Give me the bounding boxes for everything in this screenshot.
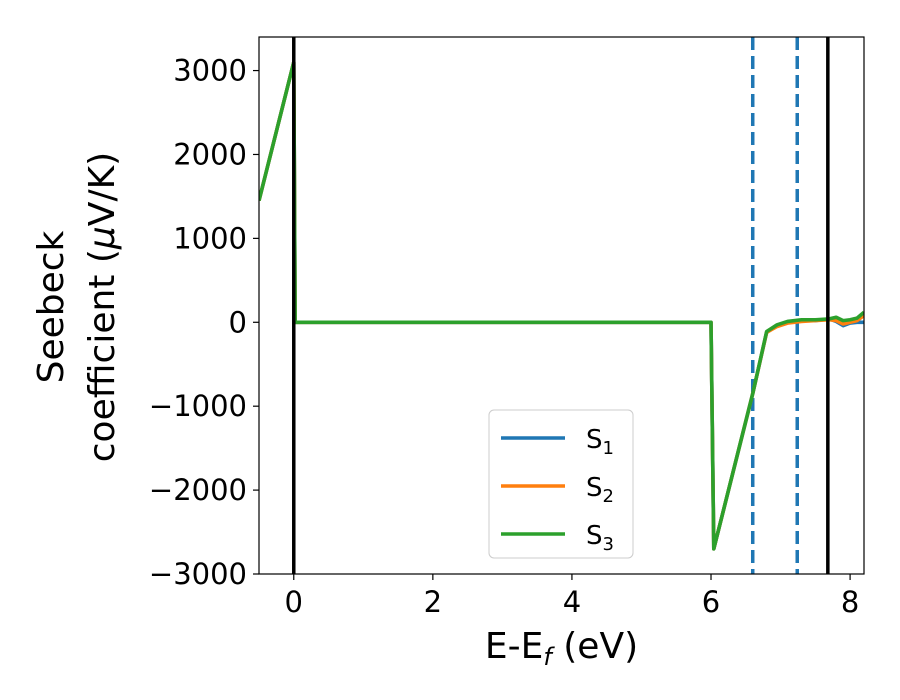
legend: S1 S2 S3 bbox=[488, 409, 634, 559]
x-tick-label-0: 0 bbox=[285, 585, 303, 619]
x-tick-label-2: 4 bbox=[563, 585, 581, 619]
y-axis-title-line-2: coefficient (μV/K) bbox=[82, 152, 123, 462]
x-tick-label-1: 2 bbox=[424, 585, 442, 619]
y-tick-label-2: −1000 bbox=[149, 389, 247, 423]
series-line-s3 bbox=[259, 60, 864, 551]
legend-box bbox=[488, 409, 634, 559]
x-axis-title: E-Ef (eV) bbox=[485, 626, 638, 671]
y-axis-title-line-1: Seebeck bbox=[31, 230, 72, 383]
x-tick-label-3: 6 bbox=[702, 585, 720, 619]
x-tick-label-4: 8 bbox=[841, 585, 859, 619]
y-tick-label-3: 0 bbox=[229, 305, 247, 339]
plot-frame bbox=[258, 36, 865, 575]
legend-label-s3: S3 bbox=[586, 521, 614, 555]
legend-label-s1: S1 bbox=[586, 425, 614, 459]
y-tick-label-1: −2000 bbox=[149, 473, 247, 507]
y-tick-label-4: 1000 bbox=[173, 221, 247, 255]
y-tick-label-6: 3000 bbox=[173, 54, 247, 88]
ticks-layer: 0 2 4 6 8 −3000 −2000 −1000 0 1000 2000 3000 bbox=[149, 54, 859, 619]
data-layer bbox=[259, 37, 864, 574]
y-tick-label-5: 2000 bbox=[173, 137, 247, 171]
y-tick-label-0: −3000 bbox=[149, 557, 247, 591]
legend-label-s2: S2 bbox=[586, 473, 614, 507]
